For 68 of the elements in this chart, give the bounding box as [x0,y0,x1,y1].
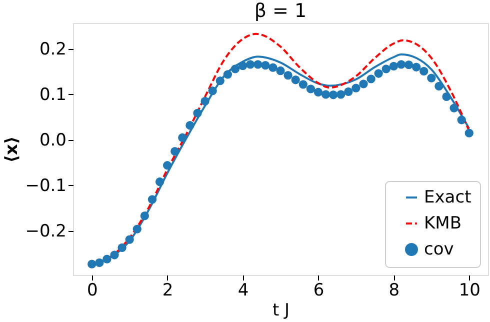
point [238,61,248,70]
point [328,90,338,100]
point [178,133,187,142]
point [420,66,428,76]
point [382,64,390,74]
x-tick-label: 6 [313,280,324,300]
point [306,84,316,94]
point [148,195,157,204]
point [261,60,270,70]
point [366,74,376,84]
point [132,224,142,234]
legend-label: Exact [424,188,472,208]
point [125,235,134,244]
point [374,69,383,78]
x-axis-title: t J [272,300,290,320]
point [276,66,285,76]
point [155,177,164,186]
point [352,84,360,92]
point [254,60,262,69]
x-tick-label: 0 [86,280,98,300]
point [389,62,398,71]
point [344,87,353,96]
point [193,108,202,118]
point [321,90,330,99]
y-tick-label: −0.2 [25,221,66,242]
point [186,121,194,130]
y-tick-label: 0.0 [39,130,66,150]
point [268,63,278,72]
point [110,250,119,260]
legend-label: cov [424,240,454,260]
x-tick-label: 2 [162,280,174,300]
point [336,90,346,99]
y-tick-label: 0.1 [39,84,66,105]
y-axis-title: ⟨x⟩ [2,136,22,163]
point [102,254,112,264]
point [284,70,292,80]
point [223,70,232,79]
point [216,76,224,86]
point [457,116,466,124]
x-tick-label: 10 [458,280,480,300]
point [140,212,150,220]
point [427,74,436,82]
point [359,80,368,88]
point [464,128,474,138]
point [450,104,458,112]
point [442,92,451,102]
point [396,60,406,69]
point [291,76,300,84]
legend-label: KMB [424,214,462,234]
point [200,96,210,106]
x-tick-label: 8 [388,280,400,300]
point [118,243,126,252]
chart-title: β = 1 [254,0,307,22]
point [434,82,444,91]
point [298,80,308,89]
point [208,86,217,96]
point [230,64,240,74]
point [404,60,414,70]
y-tick-label: −0.1 [25,176,66,196]
point [246,60,255,69]
x-tick-label: 4 [238,280,249,300]
point [88,260,96,268]
point [162,161,172,170]
point [170,146,180,156]
y-tick-label: 0.2 [39,39,66,60]
point [412,62,421,72]
point [314,88,323,96]
point [95,258,104,268]
